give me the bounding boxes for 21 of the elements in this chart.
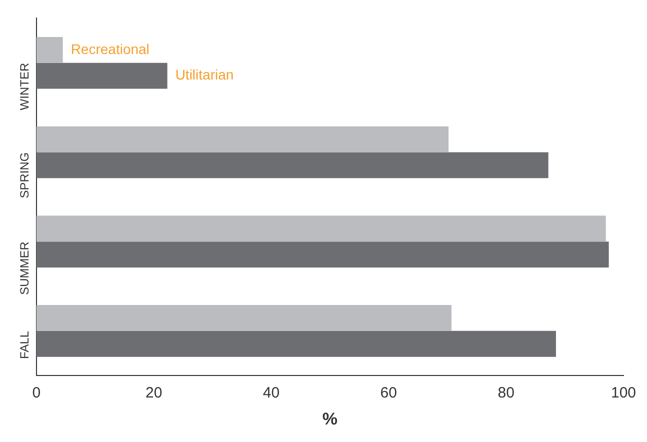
bar xyxy=(36,216,606,242)
x-tick-label: 20 xyxy=(145,384,162,402)
series-label: Recreational xyxy=(70,40,150,57)
x-tick-label: 60 xyxy=(380,384,397,402)
y-tick-label: SPRING xyxy=(18,152,32,198)
x-tick-label: 80 xyxy=(498,384,514,402)
y-tick-label: FALL xyxy=(18,330,32,359)
x-tick-label: 0 xyxy=(32,384,41,402)
bar xyxy=(36,126,449,152)
bar xyxy=(36,330,556,357)
bar xyxy=(36,242,609,268)
y-tick-label: SUMMER xyxy=(18,241,32,295)
series-label: Utilitarian xyxy=(175,66,234,83)
x-tick-label: 40 xyxy=(262,384,280,402)
bar xyxy=(36,62,168,89)
x-axis-title: % xyxy=(322,409,338,428)
bar xyxy=(36,305,452,331)
bar xyxy=(36,36,63,63)
y-tick-label: WINTER xyxy=(18,62,32,110)
x-tick-label: 100 xyxy=(610,384,636,402)
bar xyxy=(36,152,548,178)
